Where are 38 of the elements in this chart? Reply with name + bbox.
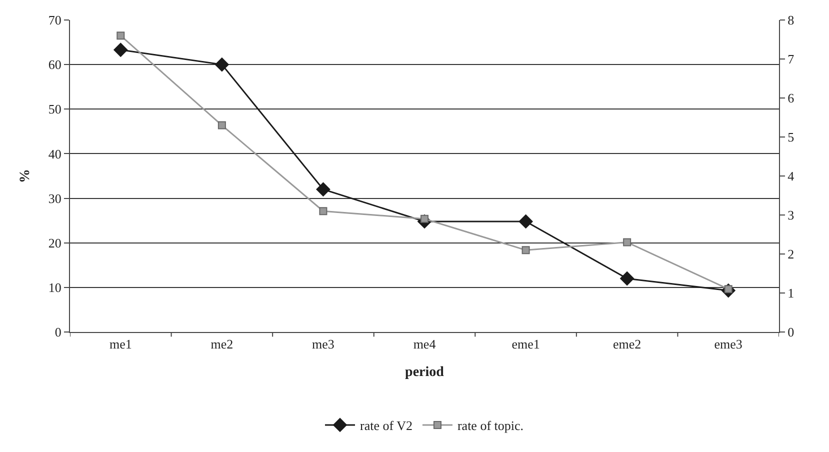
y-tick-label: 60 <box>48 57 62 72</box>
x-tick-label: me2 <box>210 336 234 352</box>
point <box>620 272 634 286</box>
y2-tick-label: 2 <box>788 246 794 262</box>
point <box>319 207 328 216</box>
x-tick-label: me1 <box>109 336 132 352</box>
y-tick-label: 40 <box>48 146 62 162</box>
point <box>623 238 632 246</box>
y2-tick-label: 3 <box>788 208 794 223</box>
point <box>316 182 330 196</box>
x-tick-label: eme1 <box>512 336 540 352</box>
y-axis-title: % <box>18 169 33 183</box>
point <box>522 246 530 254</box>
x-tick-label: eme2 <box>612 336 642 352</box>
y2-tick-label: 7 <box>788 52 795 67</box>
y2-tick-label: 5 <box>788 130 794 145</box>
x-axis-title: period <box>405 364 444 380</box>
point <box>116 32 125 40</box>
x-tick-label: me3 <box>312 336 334 352</box>
y-tick-label: 70 <box>48 12 62 28</box>
y-tick-label: 30 <box>48 190 62 206</box>
y2-tick-label: 8 <box>788 12 794 28</box>
y-tick-label: 10 <box>48 280 62 295</box>
point <box>218 121 226 130</box>
y-tick-label: 0 <box>54 324 62 340</box>
legend-label: rate of topic. <box>457 418 524 434</box>
point <box>114 42 128 57</box>
y2-tick-label: 4 <box>788 168 795 184</box>
y2-tick-label: 1 <box>788 286 794 301</box>
y2-tick-label: 6 <box>788 90 795 106</box>
y-tick-label: 20 <box>48 235 62 250</box>
point <box>214 58 229 72</box>
x-tick-label: eme3 <box>714 336 742 352</box>
y-tick-label: 50 <box>48 102 62 117</box>
x-tick-label: me4 <box>413 336 436 352</box>
point <box>518 214 533 228</box>
y2-tick-label: 0 <box>788 324 794 340</box>
legend-label: rate of V2 <box>360 418 412 434</box>
